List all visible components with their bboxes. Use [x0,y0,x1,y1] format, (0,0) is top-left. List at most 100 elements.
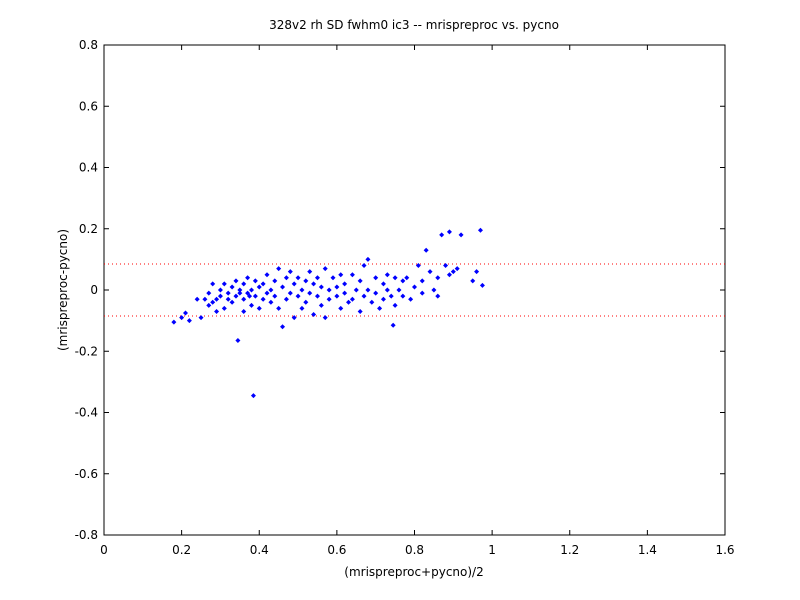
data-point [326,296,332,302]
data-point [392,302,398,308]
data-point [380,281,386,287]
data-point [435,275,441,281]
data-point [247,293,253,299]
data-point [303,299,309,305]
data-point [210,299,216,305]
data-point [295,275,301,281]
x-tick-label: 1.4 [638,543,657,557]
data-point [384,287,390,293]
data-point [479,282,485,288]
data-point [427,269,433,275]
data-point [474,269,480,275]
data-point [283,296,289,302]
data-point [248,287,254,293]
y-tick-label: -0.2 [75,344,98,358]
data-point [311,312,317,317]
data-point [318,284,324,290]
data-point [221,305,227,311]
data-point [214,296,220,302]
y-tick-label: 0.8 [79,38,98,52]
data-point [377,305,383,311]
data-point [264,290,270,296]
data-point [280,284,286,290]
data-point [450,269,456,275]
data-point [458,232,464,238]
x-tick-label: 0 [100,543,108,557]
y-tick-label: -0.4 [75,406,98,420]
data-point [477,227,483,233]
data-point [396,287,402,293]
data-point [235,338,241,344]
data-point [206,290,212,296]
data-point [330,275,336,281]
data-point [210,281,216,287]
data-point [435,293,441,299]
data-point [206,302,212,308]
data-point [307,269,313,275]
data-point [314,275,320,281]
x-tick-label: 0.6 [327,543,346,557]
data-point [338,272,344,278]
data-point [334,293,340,299]
data-point [179,315,185,321]
data-point [214,308,220,314]
data-point [264,272,270,278]
data-point [415,263,421,268]
data-point [229,284,235,290]
data-point [276,266,282,272]
data-point [431,287,437,293]
x-tick-label: 1 [488,543,496,557]
data-point [404,275,410,281]
data-point [390,322,396,328]
data-point [276,305,282,311]
data-point [233,293,239,299]
data-point [412,284,417,290]
data-point [260,296,266,302]
data-point [408,296,414,302]
data-point [346,299,352,305]
data-point [225,290,231,296]
data-point [171,319,177,325]
data-points [171,227,485,399]
x-tick-label: 0.2 [172,543,191,557]
data-point [299,305,305,311]
data-point [423,247,429,253]
data-point [217,287,223,293]
data-point [256,284,262,290]
data-point [287,269,293,275]
data-point [419,290,425,296]
data-point [400,293,406,299]
data-point [419,278,425,284]
data-point [268,287,274,293]
data-point [322,315,328,321]
data-point [229,299,235,305]
y-tick-label: -0.6 [75,467,98,481]
data-point [349,272,355,278]
data-point [392,275,398,281]
data-point [342,290,348,296]
data-point [221,281,227,287]
data-point [299,287,305,293]
data-point [361,263,367,268]
data-point [322,266,328,272]
data-point [470,278,476,284]
chart-title: 328v2 rh SD fwhm0 ic3 -- mrispreproc vs.… [269,18,559,32]
data-point [454,266,460,272]
data-point [217,293,223,299]
data-point [446,229,452,235]
data-point [291,315,297,321]
data-point [439,232,445,238]
data-point [202,296,208,302]
x-tick-label: 1.2 [560,543,579,557]
data-point [353,287,359,293]
data-point [349,296,355,302]
data-point [260,281,266,287]
data-point [369,299,375,305]
data-point [225,296,231,302]
data-point [342,281,348,287]
data-point [361,293,367,299]
data-point [280,324,286,330]
y-tick-label: -0.8 [75,528,98,542]
